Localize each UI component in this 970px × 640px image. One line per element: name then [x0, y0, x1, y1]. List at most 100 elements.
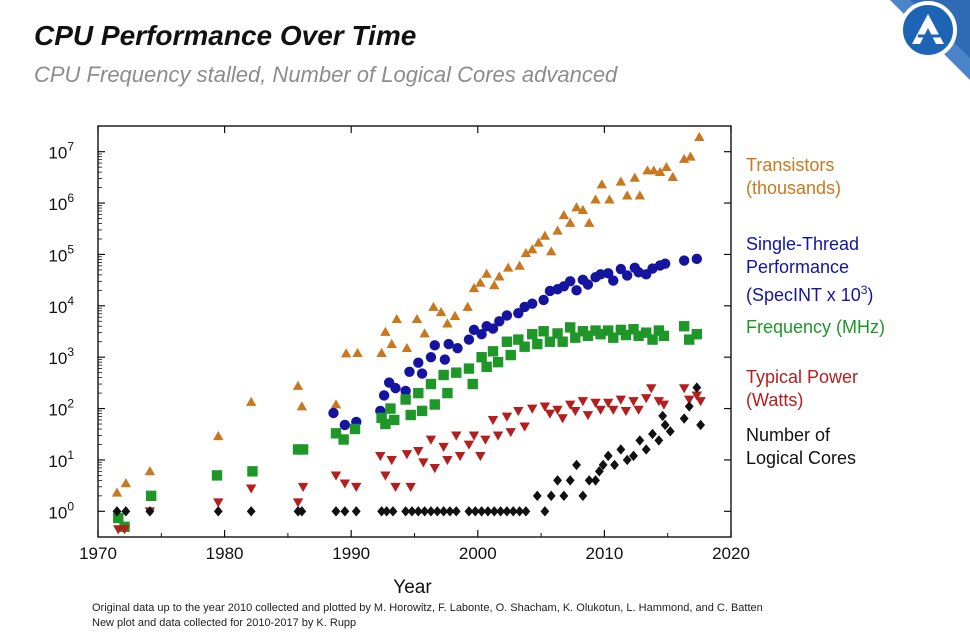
- power-point-21: [442, 456, 453, 466]
- chart-axes: 1970 1980 1990 2000 2010 2020 100 101 102 103 104 1…: [48, 125, 750, 598]
- single_thread-point-10: [416, 368, 428, 379]
- single_thread-point-30: [565, 276, 576, 287]
- power-point-36: [544, 409, 556, 419]
- power-point-31: [505, 428, 516, 438]
- cores-point-22: [464, 506, 474, 517]
- series-cores: [112, 382, 706, 517]
- cores-point-36: [559, 490, 569, 502]
- frequency-point-2: [145, 490, 157, 502]
- frequency-point-36: [544, 336, 556, 347]
- cores-point-46: [616, 444, 626, 455]
- transistors-point-1: [120, 478, 132, 488]
- transistors-point-33: [546, 246, 557, 256]
- transistors-point-37: [571, 202, 582, 212]
- frequency-point-19: [429, 399, 440, 410]
- transistors-point-39: [584, 217, 595, 227]
- single_thread-point-22: [501, 310, 513, 321]
- single_thread-point-4: [378, 390, 390, 401]
- cores-point-24: [477, 506, 487, 517]
- cores-point-37: [565, 475, 575, 486]
- legend-transistors: Transistors (thousands): [746, 154, 841, 200]
- x-tick-label-2020: 2020: [712, 544, 750, 563]
- x-tick-label-2010: 2010: [585, 544, 623, 563]
- single_thread-point-8: [404, 366, 415, 377]
- y-tick-label-1: 101: [48, 448, 74, 471]
- cores-point-53: [660, 419, 670, 431]
- frequency-point-4: [247, 466, 258, 477]
- legend-single-thread-line1: Single-Thread: [746, 234, 860, 254]
- cores-point-9: [351, 506, 361, 517]
- cores-point-28: [502, 506, 512, 517]
- power-point-35: [539, 402, 551, 412]
- transistors-point-26: [494, 271, 505, 281]
- series-single_thread: [328, 253, 703, 431]
- power-point-26: [475, 451, 486, 462]
- cores-point-49: [635, 435, 645, 446]
- frequency-point-55: [678, 321, 690, 332]
- single_thread-point-1: [339, 419, 351, 431]
- power-point-12: [386, 456, 397, 466]
- power-point-38: [557, 414, 568, 424]
- cores-point-26: [489, 506, 499, 517]
- power-point-46: [608, 405, 619, 415]
- power-point-30: [501, 412, 513, 422]
- y-tick-label-6: 106: [48, 191, 74, 214]
- transistors-point-43: [615, 176, 627, 186]
- single_thread-point-0: [328, 407, 339, 419]
- transistors-point-20: [449, 310, 461, 321]
- cores-point-41: [591, 475, 600, 486]
- power-point-24: [463, 440, 475, 450]
- frequency-point-56: [684, 334, 695, 345]
- frequency-point-53: [653, 325, 665, 336]
- transistors-point-0: [111, 487, 123, 497]
- cores-point-21: [451, 506, 461, 517]
- power-point-37: [552, 405, 563, 415]
- legend-single-thread-line3: (SpecINT x 103): [746, 279, 873, 307]
- power-point-9: [351, 482, 362, 493]
- cores-point-1: [121, 506, 131, 517]
- cores-point-2: [145, 506, 155, 517]
- frequency-point-23: [463, 363, 475, 374]
- frequency-point-6: [297, 444, 309, 455]
- single_thread-point-18: [476, 329, 487, 340]
- transistors-point-41: [596, 179, 608, 189]
- frequency-point-51: [640, 327, 652, 338]
- cores-point-33: [540, 506, 550, 517]
- y-tick-label-2: 102: [48, 397, 74, 420]
- power-point-1: [119, 525, 130, 535]
- single_thread-point-36: [602, 268, 614, 279]
- single_thread-point-15: [452, 342, 463, 354]
- transistors-point-3: [213, 430, 224, 441]
- transistors-point-21: [462, 301, 473, 311]
- brand-logo-icon: [890, 0, 970, 80]
- cores-point-27: [496, 506, 506, 517]
- cores-point-54: [665, 426, 675, 437]
- frequency-point-44: [595, 329, 606, 340]
- frequency-point-17: [416, 405, 428, 417]
- slide-subtitle: CPU Frequency stalled, Number of Logical…: [34, 62, 618, 87]
- cores-point-12: [388, 506, 398, 517]
- cores-point-42: [594, 466, 604, 477]
- frequency-point-22: [451, 367, 462, 378]
- power-point-14: [401, 450, 413, 460]
- power-point-29: [492, 431, 504, 441]
- transistors-point-34: [552, 225, 563, 235]
- transistors-point-10: [376, 347, 387, 358]
- power-point-19: [429, 463, 440, 474]
- power-point-41: [577, 397, 589, 407]
- y-tick-label-3: 103: [48, 345, 74, 368]
- frequency-point-38: [557, 336, 568, 347]
- power-point-49: [628, 397, 639, 407]
- single_thread-point-26: [538, 294, 549, 306]
- cores-point-58: [696, 419, 706, 431]
- single_thread-point-17: [468, 324, 480, 336]
- transistors-point-49: [654, 166, 666, 177]
- legend-single-thread-line3-prefix: (SpecINT x 10: [746, 285, 861, 305]
- single_thread-point-20: [487, 323, 499, 334]
- cores-point-48: [629, 450, 638, 462]
- power-point-18: [425, 435, 437, 445]
- cpu-performance-chart: 1970 1980 1990 2000 2010 2020 100 101 102 103 104 1…: [48, 125, 750, 598]
- x-tick-label-1970: 1970: [79, 544, 117, 563]
- power-point-4: [245, 484, 257, 494]
- power-point-40: [570, 407, 581, 417]
